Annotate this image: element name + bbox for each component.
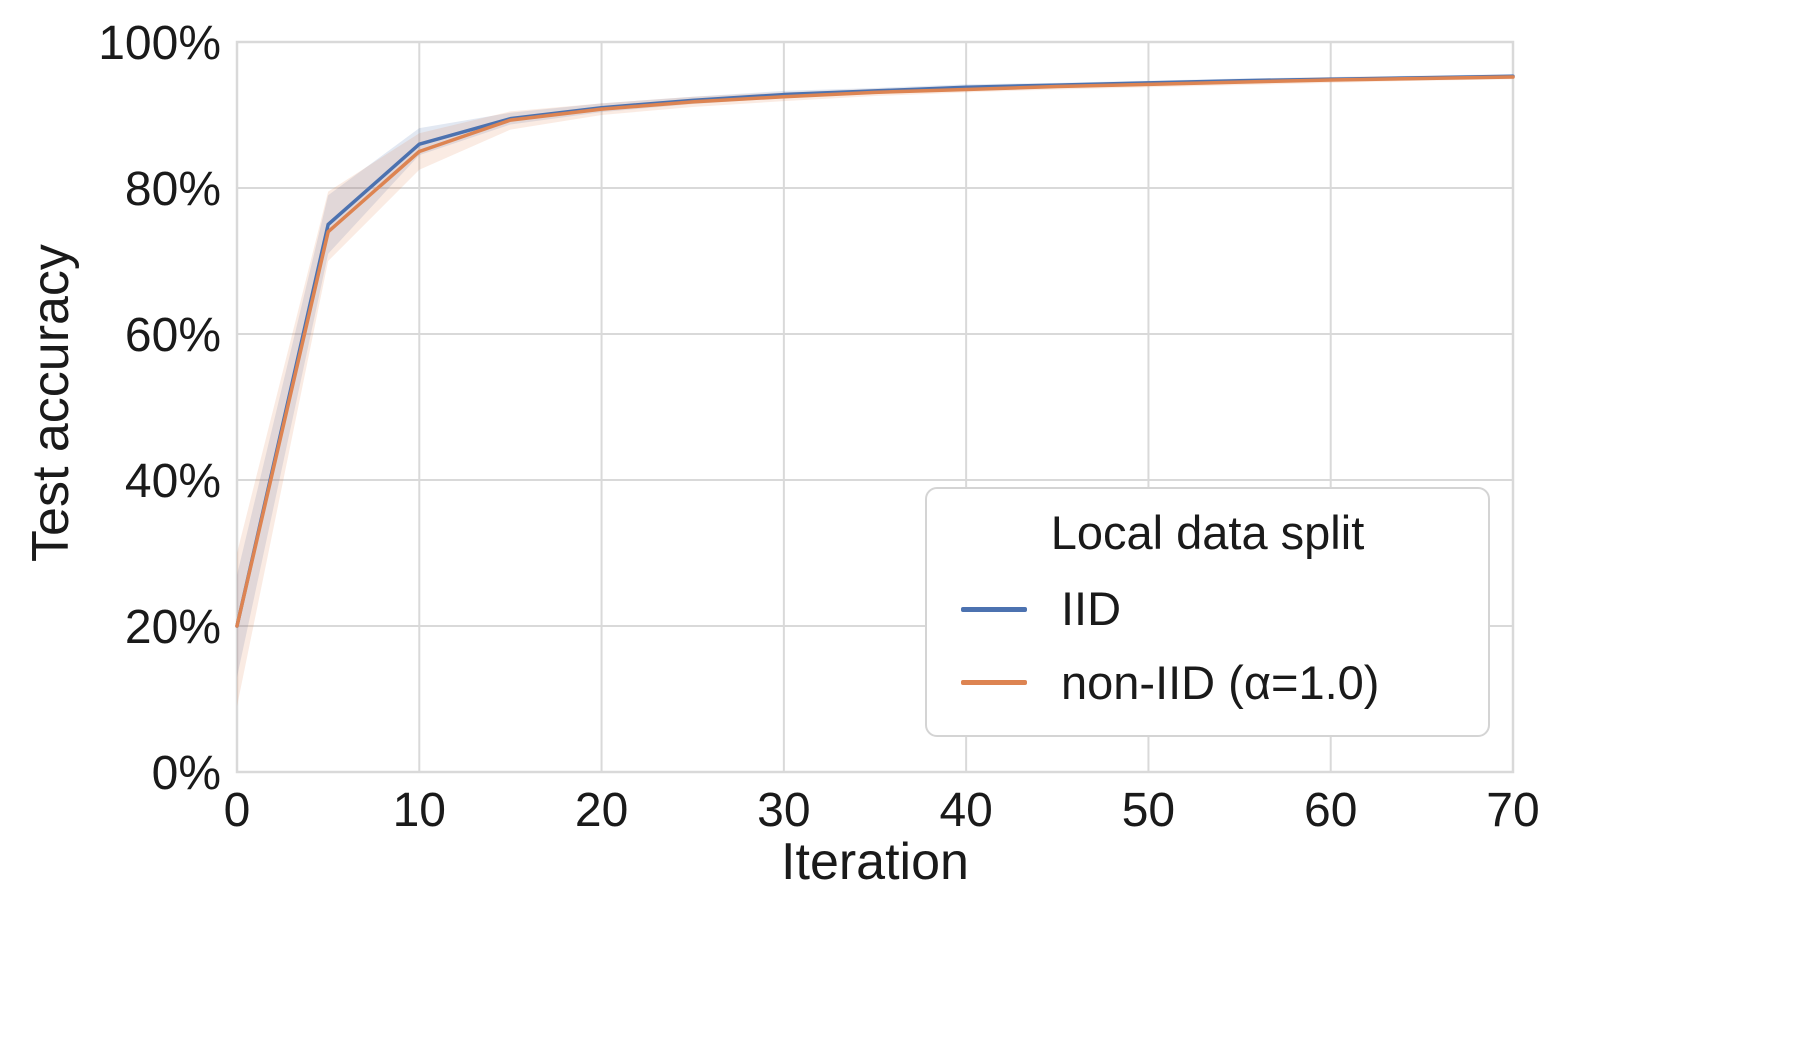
y-tick-label: 100% — [98, 17, 221, 70]
y-tick-label: 40% — [125, 455, 221, 508]
x-tick-label: 0 — [224, 784, 251, 837]
x-tick-label: 10 — [393, 784, 446, 837]
y-tick-label: 0% — [152, 747, 221, 800]
plot-border — [235, 40, 1515, 774]
y-tick-label: 60% — [125, 309, 221, 362]
x-tick-label: 70 — [1486, 784, 1539, 837]
legend: Local data split IID non-IID (α=1.0) — [925, 487, 1490, 737]
x-tick-label: 30 — [757, 784, 810, 837]
y-axis-label: Test accuracy — [22, 244, 80, 562]
legend-label-iid: IID — [1061, 582, 1122, 636]
x-axis-label: Iteration — [781, 833, 969, 891]
legend-swatch-iid — [961, 606, 1027, 612]
y-tick-label: 80% — [125, 163, 221, 216]
legend-swatch-noniid — [961, 680, 1027, 686]
y-tick-label: 20% — [125, 601, 221, 654]
x-tick-label: 60 — [1304, 784, 1357, 837]
legend-label-noniid: non-IID (α=1.0) — [1061, 656, 1380, 710]
series-line-1 — [235, 75, 1515, 628]
x-tick-label: 50 — [1122, 784, 1175, 837]
legend-title: Local data split — [1050, 506, 1365, 559]
legend-entry-iid: IID — [927, 583, 1488, 635]
x-tick-label: 20 — [575, 784, 628, 837]
x-tick-label: 40 — [939, 784, 992, 837]
legend-entry-noniid: non-IID (α=1.0) — [927, 657, 1488, 709]
